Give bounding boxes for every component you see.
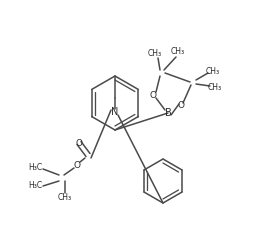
Text: CH₃: CH₃ xyxy=(148,49,162,58)
Text: H₃C: H₃C xyxy=(28,162,42,171)
Text: O: O xyxy=(177,102,184,110)
Text: O: O xyxy=(74,161,81,169)
Text: B: B xyxy=(165,108,171,118)
Text: O: O xyxy=(76,138,83,147)
Text: CH₃: CH₃ xyxy=(171,47,185,55)
Text: O: O xyxy=(149,90,156,99)
Text: CH₃: CH₃ xyxy=(206,68,220,76)
Text: CH₃: CH₃ xyxy=(58,192,72,202)
Text: N: N xyxy=(111,107,119,117)
Text: H₃C: H₃C xyxy=(28,181,42,189)
Text: CH₃: CH₃ xyxy=(208,82,222,92)
